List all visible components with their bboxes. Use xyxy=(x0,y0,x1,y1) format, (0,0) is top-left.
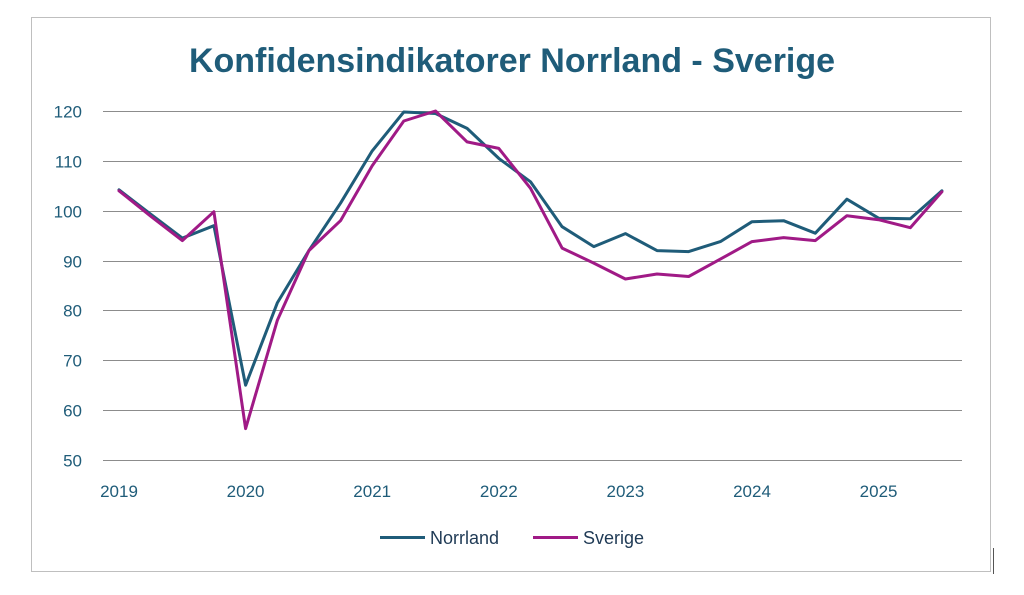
y-tick-label: 110 xyxy=(55,153,82,172)
x-tick-label: 2019 xyxy=(100,482,138,501)
x-axis-ticks: 2019 2020 2021 2022 2023 2024 2025 xyxy=(100,482,897,501)
y-tick-label: 90 xyxy=(63,253,82,272)
y-tick-label: 60 xyxy=(63,402,82,421)
gridlines xyxy=(103,111,962,461)
x-tick-label: 2022 xyxy=(480,482,518,501)
y-tick-label: 70 xyxy=(63,352,82,371)
chart-frame xyxy=(31,17,991,572)
series-lines xyxy=(117,109,944,431)
series-line-norrland xyxy=(117,110,944,387)
legend-label-sverige: Sverige xyxy=(583,528,644,548)
y-tick-label: 50 xyxy=(63,452,82,471)
x-tick-label: 2023 xyxy=(606,482,644,501)
x-tick-label: 2020 xyxy=(227,482,265,501)
series-line-sverige xyxy=(117,109,944,431)
y-tick-label: 80 xyxy=(63,302,82,321)
y-tick-label: 120 xyxy=(54,103,82,122)
legend: Norrland Sverige xyxy=(380,528,644,548)
chart-title: Konfidensindikatorer Norrland - Sverige xyxy=(189,42,835,80)
y-tick-label: 100 xyxy=(54,203,82,222)
y-axis-ticks: 50 60 70 80 90 100 110 120 xyxy=(54,103,82,471)
text-cursor xyxy=(993,548,994,574)
x-tick-label: 2024 xyxy=(733,482,771,501)
x-tick-label: 2025 xyxy=(860,482,898,501)
x-tick-label: 2021 xyxy=(353,482,391,501)
legend-label-norrland: Norrland xyxy=(430,528,499,548)
